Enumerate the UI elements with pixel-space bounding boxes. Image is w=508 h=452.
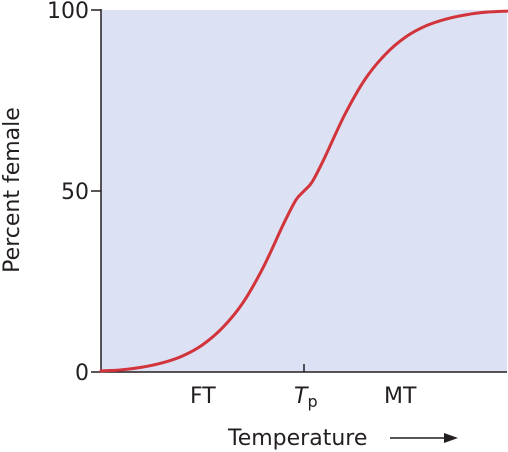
x-axis-arrow [390, 433, 458, 443]
x-axis-title: Temperature [227, 426, 367, 451]
x-label-mt: MT [384, 384, 417, 409]
arrow-head [444, 433, 458, 443]
series-curve [99, 9, 508, 373]
x-label-pivot-main: T [294, 384, 309, 409]
y-tick-label: 50 [61, 180, 89, 205]
x-label-ft: FT [190, 384, 216, 409]
x-label-pivot: Tp [294, 384, 318, 411]
y-tick-label: 0 [75, 361, 89, 386]
y-axis-title: Percent female [0, 107, 25, 273]
y-tick-label: 100 [47, 0, 89, 24]
x-label-pivot-sub: p [307, 392, 317, 411]
y-ticks: 0 50 100 [47, 0, 101, 386]
